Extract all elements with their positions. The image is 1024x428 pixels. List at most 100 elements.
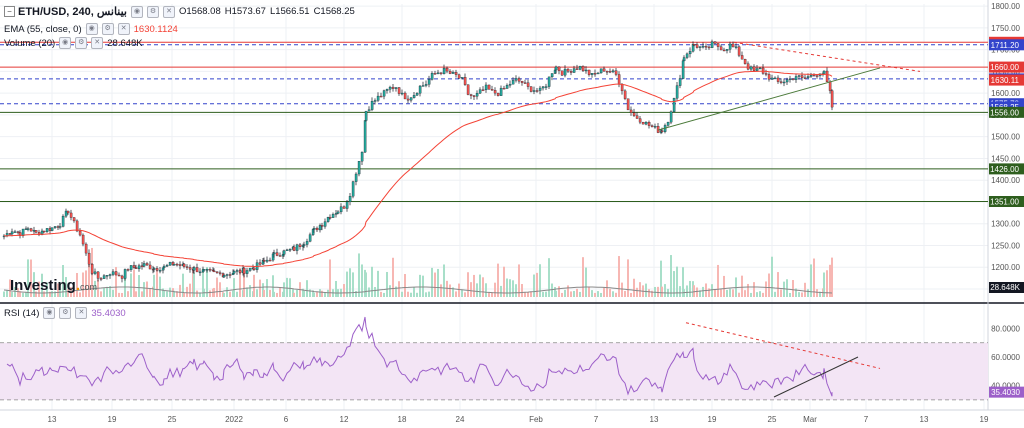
candle-body bbox=[764, 73, 768, 75]
volume-bar bbox=[509, 279, 511, 297]
candle-body bbox=[623, 90, 627, 99]
candle-body bbox=[72, 217, 76, 222]
volume-bar bbox=[548, 258, 550, 297]
volume-bar bbox=[233, 278, 235, 297]
candle-body bbox=[675, 85, 679, 99]
candle-body bbox=[339, 206, 343, 213]
settings-icon[interactable]: ⚙ bbox=[147, 5, 159, 18]
time-tick-label: 12 bbox=[340, 415, 349, 424]
volume-bar bbox=[530, 291, 532, 297]
candle-body bbox=[472, 95, 476, 97]
volume-bar bbox=[714, 290, 716, 297]
volume-bar bbox=[121, 292, 123, 297]
candle-body bbox=[638, 118, 642, 123]
time-axis[interactable]: 13 19 25 2022 6 12 18 24 Feb 7 13 19 25 Mar 7 13 19 bbox=[48, 415, 989, 424]
candle-body bbox=[557, 66, 561, 71]
volume-bar bbox=[106, 286, 108, 297]
volume-bar bbox=[88, 264, 90, 297]
eye-icon[interactable]: ◉ bbox=[85, 23, 98, 35]
time-tick-label: 25 bbox=[768, 415, 777, 424]
settings-icon[interactable]: ⚙ bbox=[101, 23, 114, 35]
eye-icon[interactable]: ◉ bbox=[59, 37, 72, 49]
price-axis[interactable]: 1150.001200.001250.001300.001350.001400.… bbox=[989, 2, 1024, 398]
candle-body bbox=[672, 98, 676, 112]
candle-body bbox=[308, 234, 312, 242]
volume-bar bbox=[527, 292, 529, 297]
volume-bar bbox=[437, 268, 439, 297]
eye-icon[interactable]: ◉ bbox=[131, 5, 143, 18]
candle-body bbox=[145, 263, 149, 266]
volume-bar bbox=[518, 264, 520, 297]
volume-bar bbox=[380, 291, 382, 297]
volume-bar bbox=[479, 274, 481, 297]
close-icon[interactable]: ✕ bbox=[117, 23, 130, 35]
volume-bar bbox=[358, 253, 360, 297]
candle-body bbox=[182, 263, 186, 267]
candle-body bbox=[529, 86, 533, 92]
investing-logo: Investing.com bbox=[10, 277, 97, 294]
volume-bar bbox=[321, 290, 323, 297]
collapse-icon[interactable]: − bbox=[4, 6, 15, 17]
volume-bar bbox=[127, 291, 129, 297]
candle-body bbox=[653, 126, 657, 128]
volume-bar bbox=[576, 288, 578, 297]
candle-body bbox=[120, 275, 124, 279]
candle-body bbox=[172, 263, 176, 266]
volume-bar bbox=[49, 291, 51, 297]
volume-label: Volume (20) bbox=[4, 37, 56, 49]
candle-body bbox=[517, 78, 521, 82]
volume-bar bbox=[149, 289, 151, 297]
volume-bar bbox=[558, 286, 560, 297]
volume-bar bbox=[431, 267, 433, 297]
volume-bar bbox=[163, 290, 165, 297]
volume-bar bbox=[392, 257, 394, 297]
candle-body bbox=[336, 211, 340, 214]
candle-body bbox=[593, 73, 597, 75]
candle-body bbox=[222, 275, 226, 278]
ema-value: 1630.1124 bbox=[133, 23, 178, 35]
rsi-value: 35.4030 bbox=[91, 307, 126, 319]
volume-bar bbox=[306, 280, 308, 297]
volume-bar bbox=[434, 272, 436, 297]
price-tick-label: 1200.00 bbox=[991, 263, 1020, 272]
candle-body bbox=[242, 267, 246, 274]
volume-bar bbox=[813, 258, 815, 297]
volume-bar bbox=[786, 279, 788, 297]
volume-bar bbox=[455, 291, 457, 297]
candle-body bbox=[578, 65, 582, 70]
close-icon[interactable]: ✕ bbox=[91, 37, 104, 49]
volume-bar bbox=[239, 268, 241, 297]
volume-bar bbox=[173, 290, 175, 297]
candle-body bbox=[806, 76, 810, 78]
close-icon[interactable]: ✕ bbox=[163, 5, 175, 18]
volume-bar bbox=[236, 291, 238, 297]
volume-bar bbox=[783, 281, 785, 297]
settings-icon[interactable]: ⚙ bbox=[75, 37, 88, 49]
volume-bar bbox=[533, 274, 535, 297]
volume-bar bbox=[319, 289, 321, 297]
volume-bar bbox=[196, 290, 198, 297]
time-tick-label: 18 bbox=[398, 415, 407, 424]
settings-icon[interactable]: ⚙ bbox=[59, 307, 72, 319]
volume-bar bbox=[79, 292, 81, 297]
volume-bar bbox=[738, 292, 740, 297]
volume-bar bbox=[573, 290, 575, 297]
ema-line bbox=[3, 70, 833, 268]
candles bbox=[2, 39, 834, 283]
volume-bar bbox=[789, 292, 791, 297]
time-tick-label: 19 bbox=[980, 415, 989, 424]
close-icon[interactable]: ✕ bbox=[75, 307, 88, 319]
candle-body bbox=[21, 228, 25, 236]
volume-bar bbox=[621, 282, 623, 297]
candle-body bbox=[767, 74, 771, 80]
candle-body bbox=[544, 86, 548, 88]
volume-bar bbox=[273, 291, 275, 297]
candle-body bbox=[415, 93, 419, 96]
volume-bar bbox=[494, 282, 496, 297]
resistance-trendline bbox=[733, 41, 921, 72]
volume-bar bbox=[3, 291, 5, 297]
candle-body bbox=[400, 92, 404, 95]
eye-icon[interactable]: ◉ bbox=[43, 307, 56, 319]
candle-body bbox=[815, 75, 819, 77]
volume-bar bbox=[497, 263, 499, 297]
